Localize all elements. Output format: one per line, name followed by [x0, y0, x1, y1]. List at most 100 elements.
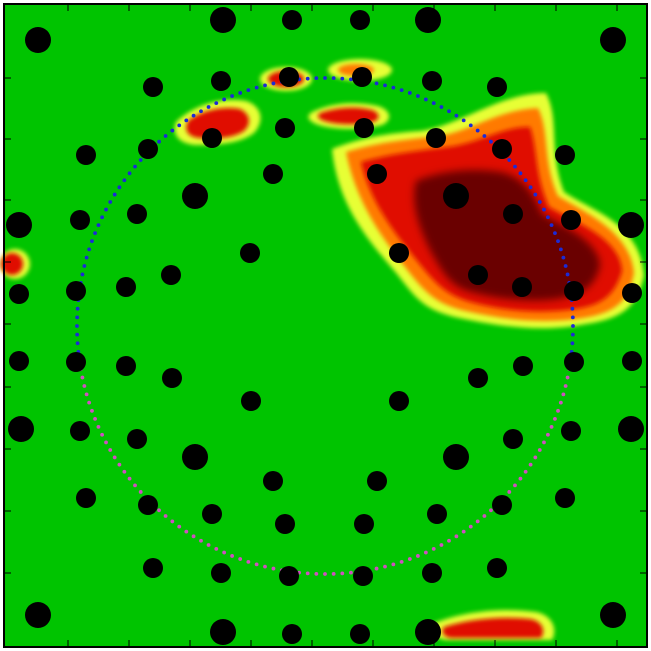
marker-dot: [143, 558, 163, 578]
marker-dot: [422, 71, 442, 91]
circle-dot: [100, 215, 104, 220]
marker-dots-layer: [6, 7, 644, 645]
circle-dot: [570, 306, 575, 311]
marker-dot: [468, 265, 488, 285]
circle-dot: [214, 101, 219, 105]
marker-dot: [241, 391, 261, 411]
circle-dot: [537, 448, 542, 452]
circle-dot: [475, 519, 480, 524]
circle-dot: [230, 554, 235, 558]
circle-dot: [565, 375, 570, 380]
circle-dot: [374, 81, 379, 86]
circle-dot: [75, 315, 80, 320]
circle-dot: [90, 408, 94, 413]
marker-dot: [561, 421, 581, 441]
circle-dot: [127, 171, 132, 176]
circle-dot: [431, 101, 436, 105]
circle-dot: [340, 571, 345, 576]
circle-dot: [571, 324, 575, 328]
circle-dot: [96, 424, 101, 429]
circle-dot: [206, 543, 211, 547]
circle-dot: [127, 476, 132, 481]
circle-dot: [546, 215, 550, 220]
circle-dot: [90, 239, 94, 244]
marker-dot: [279, 566, 299, 586]
marker-dot: [389, 391, 409, 411]
circle-dot: [563, 384, 568, 388]
circle-dot: [416, 94, 420, 98]
marker-dot: [202, 504, 222, 524]
circle-dot: [230, 94, 235, 98]
circle-dot: [383, 83, 387, 88]
marker-dot: [427, 504, 447, 524]
frame-ticks: [4, 4, 647, 647]
circle-dot: [122, 178, 127, 183]
circle-dot: [170, 519, 175, 524]
circle-dot: [75, 306, 80, 311]
circle-dot: [556, 408, 560, 413]
circle-dot: [407, 557, 412, 561]
marker-dot: [263, 164, 283, 184]
marker-dot: [25, 602, 51, 628]
marker-dot: [487, 558, 507, 578]
circle-dot: [468, 524, 473, 529]
circle-dot: [199, 538, 203, 543]
marker-dot: [127, 204, 147, 224]
circle-dot: [553, 417, 557, 421]
heatmap-left-edge-patch-red: [1, 253, 23, 275]
circle-dot: [439, 105, 444, 109]
marker-dot: [352, 67, 372, 87]
circle-dot: [391, 562, 396, 567]
circle-dot: [431, 547, 436, 551]
circle-dot: [157, 508, 161, 513]
circle-dot: [528, 462, 533, 467]
circle-dot: [349, 77, 353, 82]
circle-dot: [507, 490, 512, 494]
circle-dot: [314, 76, 319, 81]
circle-dot: [246, 559, 251, 564]
circle-dot: [482, 514, 487, 518]
circle-dot: [305, 76, 310, 81]
circle-dot: [518, 171, 523, 176]
circle-dot: [570, 332, 575, 337]
marker-dot: [138, 139, 158, 159]
circle-dot: [138, 490, 143, 494]
circle-dot: [214, 547, 219, 551]
circle-dot: [323, 76, 327, 80]
circle-dot: [561, 255, 566, 260]
circle-dot: [447, 109, 451, 114]
circle-dot: [254, 562, 259, 567]
marker-dot: [353, 566, 373, 586]
circle-dot: [100, 432, 104, 437]
marker-dot: [468, 368, 488, 388]
marker-dot: [622, 351, 642, 371]
circle-dot: [222, 550, 227, 555]
marker-dot: [162, 368, 182, 388]
marker-dot: [561, 210, 581, 230]
circle-dot: [489, 508, 493, 513]
marker-dot: [116, 277, 136, 297]
circle-dot: [528, 185, 533, 190]
circle-dot: [523, 469, 528, 474]
marker-dot: [350, 624, 370, 644]
marker-dot: [161, 265, 181, 285]
circle-dot: [423, 550, 428, 555]
circle-dot: [222, 97, 227, 102]
circle-dot: [108, 448, 113, 452]
marker-dot: [210, 7, 236, 33]
marker-dot: [127, 429, 147, 449]
marker-dot: [211, 71, 231, 91]
circle-dot: [80, 272, 85, 277]
circle-dot: [84, 255, 89, 260]
marker-dot: [282, 10, 302, 30]
circle-dot: [271, 81, 276, 86]
circle-dot: [84, 392, 89, 397]
marker-dot: [600, 27, 626, 53]
circle-dot: [454, 534, 459, 539]
circle-dot: [513, 164, 517, 169]
circle-dot: [163, 134, 168, 138]
marker-dot: [70, 421, 90, 441]
marker-dot: [279, 67, 299, 87]
circle-dot: [468, 123, 473, 128]
